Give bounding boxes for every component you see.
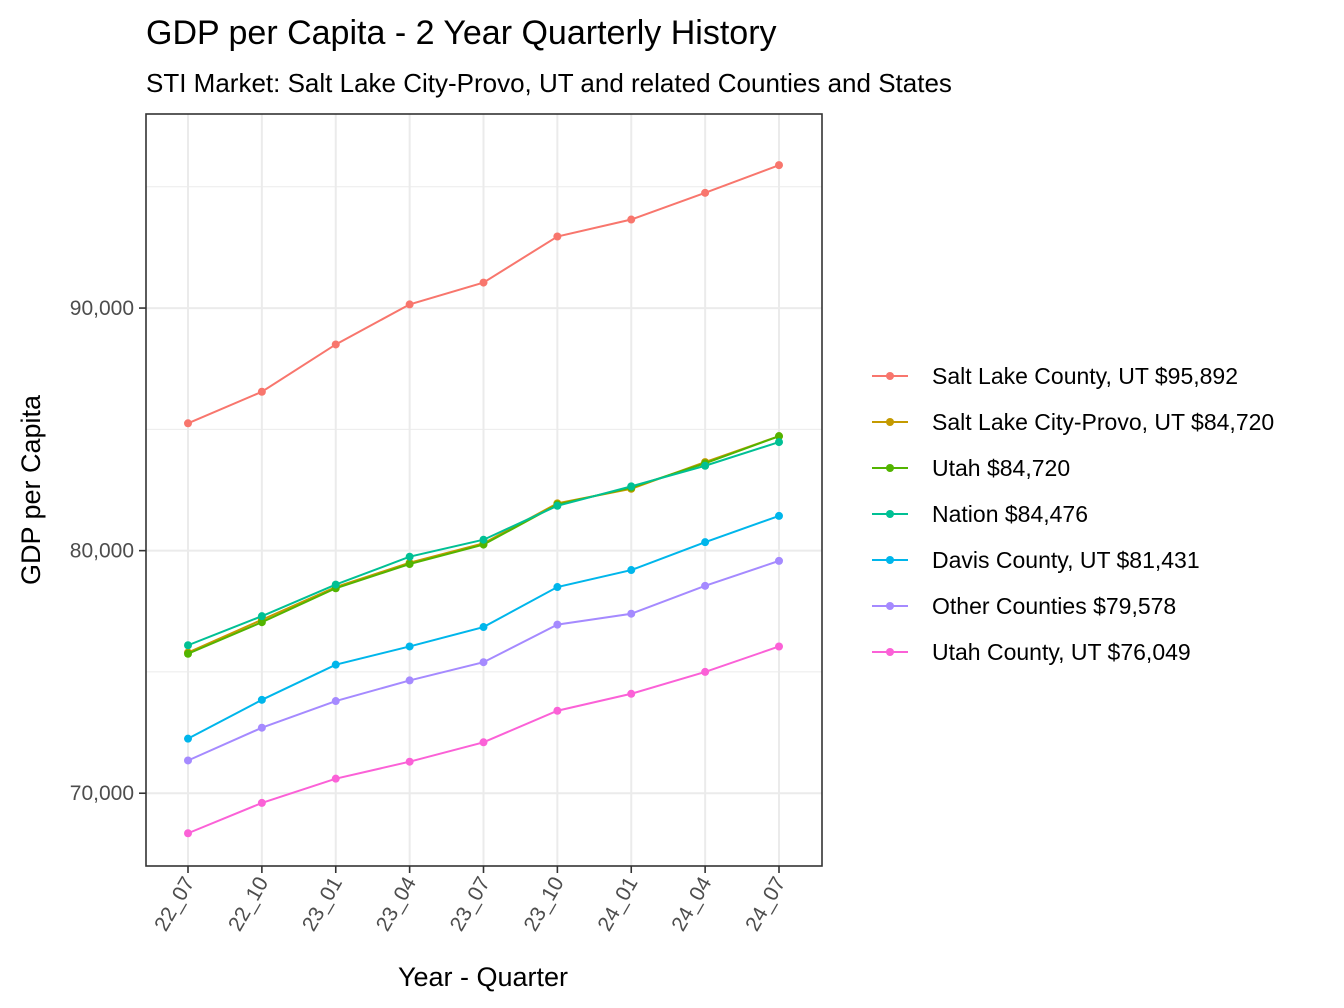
- data-point: [775, 438, 783, 447]
- x-tick-label: 24_01: [593, 873, 642, 935]
- data-point: [257, 618, 266, 627]
- x-tick-label: 23_07: [446, 873, 495, 935]
- legend-label: Salt Lake City-Provo, UT $84,720: [932, 409, 1274, 435]
- series-0: [184, 161, 783, 428]
- data-point: [184, 829, 192, 838]
- data-point: [479, 535, 488, 544]
- legend-item: Nation $84,476: [872, 501, 1088, 527]
- x-tick-label: 23_01: [298, 873, 347, 935]
- y-tick-label: 70,000: [70, 782, 134, 805]
- plot-area: 70,000 80,000 90,000 22_07 22_10 23_01 23_04 23…: [70, 113, 823, 935]
- data-point: [405, 559, 414, 568]
- data-point: [405, 642, 414, 651]
- legend: Salt Lake County, UT $95,892 Salt Lake Ci…: [872, 363, 1274, 665]
- data-point: [701, 461, 710, 470]
- series-4: [184, 511, 783, 743]
- data-point: [184, 734, 192, 743]
- legend-key-point: [886, 418, 894, 426]
- series-6: [184, 642, 783, 838]
- y-tick-label: 90,000: [70, 297, 134, 320]
- data-point: [627, 566, 636, 575]
- data-point: [331, 340, 340, 349]
- data-point: [553, 232, 562, 241]
- data-point: [184, 756, 192, 765]
- data-point: [701, 538, 710, 547]
- legend-label: Utah County, UT $76,049: [932, 639, 1191, 665]
- data-point: [257, 798, 266, 807]
- data-point: [479, 738, 488, 747]
- legend-item: Salt Lake County, UT $95,892: [872, 363, 1238, 389]
- legend-key-point: [886, 510, 894, 518]
- data-point: [405, 676, 414, 685]
- legend-item: Utah $84,720: [872, 455, 1070, 481]
- data-point: [405, 757, 414, 766]
- data-point: [331, 580, 340, 589]
- x-tick-label: 24_07: [741, 873, 790, 935]
- y-tick-label: 80,000: [70, 540, 134, 563]
- data-point: [405, 552, 414, 561]
- data-point: [553, 620, 562, 629]
- data-point: [775, 642, 783, 651]
- x-tick-label: 24_04: [667, 873, 716, 935]
- x-axis-title: Year - Quarter: [398, 962, 568, 992]
- data-point: [775, 511, 783, 520]
- legend-label: Nation $84,476: [932, 501, 1088, 527]
- data-point: [257, 612, 266, 621]
- data-point: [184, 419, 192, 428]
- chart-title: GDP per Capita - 2 Year Quarterly Histor…: [146, 14, 777, 52]
- data-point: [701, 188, 710, 197]
- data-point: [479, 278, 488, 287]
- legend-key-point: [886, 464, 894, 472]
- series-3: [184, 438, 783, 650]
- data-point: [405, 300, 414, 309]
- data-point: [775, 161, 783, 170]
- data-point: [257, 387, 266, 396]
- legend-item: Davis County, UT $81,431: [872, 547, 1200, 573]
- chart-subtitle: STI Market: Salt Lake City-Provo, UT and…: [146, 68, 952, 98]
- data-point: [627, 689, 636, 698]
- data-point: [627, 215, 636, 224]
- data-point: [775, 556, 783, 565]
- data-point: [184, 641, 192, 650]
- legend-key-point: [886, 648, 894, 656]
- legend-label: Salt Lake County, UT $95,892: [932, 363, 1238, 389]
- legend-label: Davis County, UT $81,431: [932, 547, 1200, 573]
- legend-item: Utah County, UT $76,049: [872, 639, 1191, 665]
- data-point: [627, 609, 636, 618]
- data-point: [331, 774, 340, 783]
- series-5: [184, 556, 783, 765]
- data-point: [184, 649, 192, 658]
- data-point: [775, 432, 783, 441]
- y-axis-title: GDP per Capita: [16, 394, 46, 585]
- data-point: [479, 623, 488, 632]
- legend-label: Utah $84,720: [932, 455, 1070, 481]
- x-tick-label: 22_10: [224, 873, 273, 935]
- legend-item: Salt Lake City-Provo, UT $84,720: [872, 409, 1274, 435]
- legend-item: Other Counties $79,578: [872, 593, 1176, 619]
- data-point: [479, 658, 488, 667]
- x-tick-label: 22_07: [150, 873, 199, 935]
- data-point: [701, 667, 710, 676]
- data-point: [553, 583, 562, 592]
- legend-key-point: [886, 556, 894, 564]
- data-point: [701, 581, 710, 590]
- data-point: [627, 482, 636, 491]
- legend-key-point: [886, 602, 894, 610]
- data-point: [257, 723, 266, 732]
- legend-label: Other Counties $79,578: [932, 593, 1176, 619]
- x-tick-label: 23_04: [372, 873, 421, 935]
- x-tick-label: 23_10: [520, 873, 569, 935]
- data-point: [257, 695, 266, 704]
- data-point: [553, 706, 562, 715]
- legend-key-point: [886, 372, 894, 380]
- data-point: [331, 697, 340, 706]
- data-point: [553, 501, 562, 510]
- data-point: [331, 660, 340, 669]
